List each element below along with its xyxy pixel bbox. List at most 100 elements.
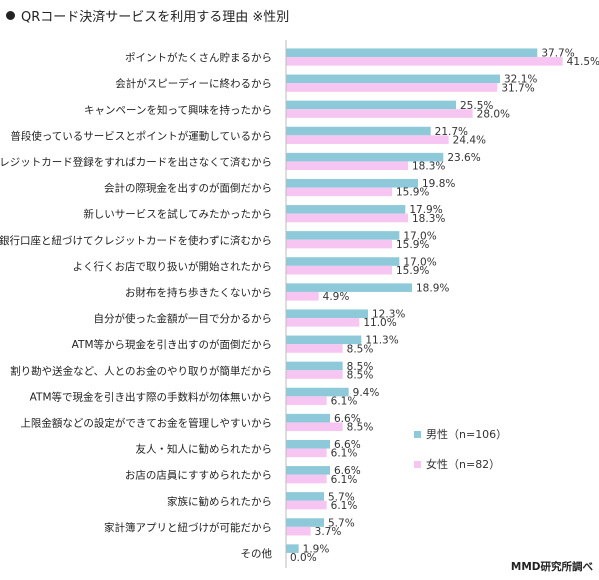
category-label: キャンペーンを知って興味を持ったから <box>84 103 272 116</box>
bar-female <box>286 448 327 458</box>
bar-female <box>286 344 343 353</box>
bar-female <box>286 396 327 405</box>
value-label-female: 8.5% <box>347 369 374 381</box>
bar-female <box>286 500 327 510</box>
bar-female <box>286 318 360 327</box>
value-label-male: 17.0% <box>403 256 436 268</box>
category-label: 家計簿アプリと紐づけが可能だから <box>104 521 272 534</box>
value-label-female: 6.1% <box>331 500 358 512</box>
bar-male <box>286 544 299 553</box>
value-label-female: 41.5% <box>567 56 599 68</box>
bar-female <box>286 83 498 92</box>
bar-male <box>286 439 330 449</box>
value-label-female: 28.0% <box>477 108 510 120</box>
value-label-male: 18.9% <box>416 282 449 294</box>
category-label: お財布を持ち歩きたくないから <box>125 286 272 299</box>
value-label-female: 3.7% <box>315 526 342 538</box>
bar-male <box>286 413 330 423</box>
bar-male <box>286 518 324 527</box>
category-label: お店の店員にすすめられたから <box>125 469 272 482</box>
category-label: 上限金額などの設定ができてお金を管理しやすいから <box>20 416 272 429</box>
value-label-female: 18.3% <box>412 161 445 173</box>
value-label-male: 1.9% <box>303 543 330 555</box>
legend-item-male: 男性（n=106） <box>414 426 507 442</box>
value-label-male: 9.4% <box>353 387 380 399</box>
bar-male <box>286 257 400 266</box>
category-label: ATM等で現金を引き出す際の手数料が勿体無いから <box>30 390 272 403</box>
value-label-male: 12.3% <box>372 309 405 321</box>
value-label-female: 0.0% <box>290 552 317 564</box>
value-label-female: 15.9% <box>396 187 429 199</box>
value-label-male: 6.6% <box>334 413 361 425</box>
value-label-male: 11.3% <box>365 335 398 347</box>
value-label-male: 17.0% <box>403 230 436 242</box>
value-label-female: 6.1% <box>331 395 358 407</box>
bar-male <box>286 466 330 475</box>
bar-male <box>286 126 431 136</box>
value-label-female: 15.9% <box>396 239 429 251</box>
bar-male <box>286 335 362 345</box>
bar-male <box>286 387 349 397</box>
value-label-female: 15.9% <box>396 265 429 277</box>
category-label: ポイントがたくさん貯まるから <box>125 51 272 64</box>
bar-female <box>286 474 327 484</box>
bar-female <box>286 526 311 536</box>
value-label-male: 17.9% <box>409 204 442 216</box>
bar-male <box>286 152 444 162</box>
value-label-female: 18.3% <box>412 213 445 225</box>
bar-female <box>286 422 343 432</box>
bar-male <box>286 205 406 214</box>
value-label-female: 8.5% <box>347 343 374 355</box>
bar-male <box>286 361 343 371</box>
bar-female <box>286 239 392 249</box>
value-label-female: 24.4% <box>453 134 486 146</box>
category-label: クレジットカード登録をすればカードを出さなくて済むから <box>0 155 272 168</box>
bar-female <box>286 213 408 223</box>
value-label-male: 19.8% <box>422 178 455 190</box>
value-label-female: 8.5% <box>347 422 374 434</box>
category-label: 割り勘や送金など、人とのお金のやり取りが簡単だから <box>10 364 272 377</box>
value-label-male: 6.6% <box>334 439 361 451</box>
bar-male <box>286 309 368 319</box>
category-label: 家族に勧められたから <box>167 495 272 508</box>
value-label-female: 6.1% <box>331 448 358 460</box>
bar-male <box>286 178 418 188</box>
bar-female <box>286 370 343 379</box>
category-label: よく行くお店で取り扱いが開始されたから <box>73 260 273 273</box>
category-label: その他 <box>241 547 273 560</box>
bar-female <box>286 187 392 197</box>
bar-male <box>286 283 412 292</box>
bar-male <box>286 492 324 501</box>
value-label-male: 6.6% <box>334 465 361 477</box>
value-label-male: 32.1% <box>504 74 537 86</box>
category-label: 友人・知人に勧められたから <box>136 443 273 456</box>
title-bullet-icon <box>6 10 15 20</box>
legend-swatch-male <box>414 430 421 438</box>
legend-label-female: 女性（n=82） <box>426 458 501 471</box>
legend-label-male: 男性（n=106） <box>426 428 508 441</box>
category-label: ATM等から現金を引き出すのが面倒だから <box>72 338 272 351</box>
bar-female <box>286 265 392 275</box>
value-label-male: 25.5% <box>460 100 493 112</box>
category-label: 銀行口座と紐づけてクレジットカードを使わずに済むから <box>0 234 272 247</box>
value-label-female: 31.7% <box>501 82 534 94</box>
bar-male <box>286 231 400 240</box>
value-label-male: 21.7% <box>435 126 468 138</box>
value-label-female: 11.0% <box>363 317 396 329</box>
bar-female <box>286 57 563 66</box>
category-label: 会計の際現金を出すのが面倒だから <box>104 182 272 195</box>
bar-female <box>286 291 319 301</box>
legend-swatch-female <box>414 460 421 468</box>
value-label-female: 4.9% <box>323 291 350 303</box>
category-label: 会計がスピーディーに終わるから <box>115 77 272 90</box>
bar-male <box>286 48 538 58</box>
legend-item-female: 女性（n=82） <box>414 456 500 472</box>
bar-male <box>286 74 500 84</box>
category-label: 普段使っているサービスとポイントが運動しているから <box>10 129 272 142</box>
source-note: MMD研究所調べ <box>510 561 593 573</box>
category-label: 自分が使った金額が一目で分かるから <box>94 312 273 325</box>
value-label-male: 23.6% <box>447 152 480 164</box>
chart-title-row: QRコード決済サービスを利用する理由 ※性別 <box>6 6 289 25</box>
value-label-male: 37.7% <box>541 48 574 60</box>
